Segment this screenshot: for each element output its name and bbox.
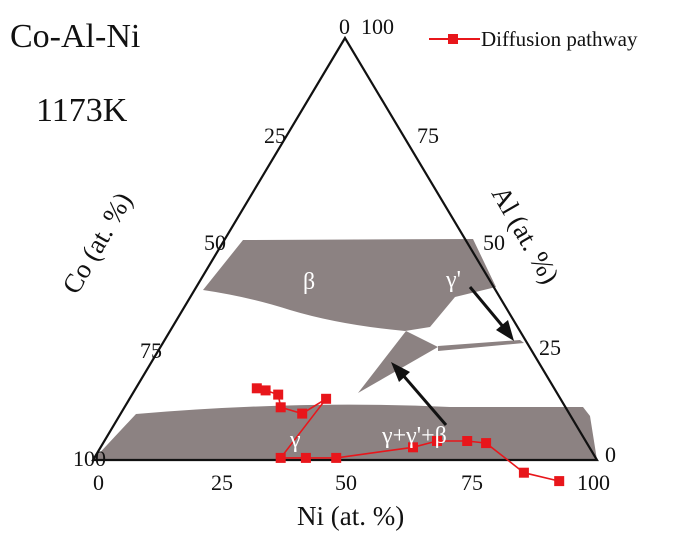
three-phase-arrowhead: [391, 362, 410, 382]
diffusion-pathway: [251, 383, 565, 487]
ni-tick-75: 75: [461, 470, 483, 495]
pathway-point-1: [260, 385, 271, 396]
co-tick-0: 0: [339, 14, 350, 39]
pathway-point-7: [300, 452, 311, 463]
beta-region-label: β: [303, 269, 316, 295]
al-tick-100: 100: [361, 14, 394, 39]
pathway-point-8: [331, 452, 342, 463]
system-title: Co-Al-Ni: [10, 18, 141, 55]
al-tick-0: 0: [605, 442, 616, 467]
ternary-triangle-frame: [91, 35, 599, 462]
co-tick-75: 75: [140, 338, 162, 363]
gamma-prime-region-label: γ': [446, 267, 461, 293]
ni-tick-25: 25: [211, 470, 233, 495]
temperature-label: 1173K: [36, 92, 128, 129]
pathway-point-0: [251, 383, 262, 394]
al-tick-25: 25: [539, 335, 561, 360]
gamma-prime-arrow-shaft: [468, 286, 507, 330]
pathway-point-6: [275, 452, 286, 463]
gamma-prime-arrowhead: [496, 320, 514, 341]
pathway-point-5: [321, 393, 332, 404]
co-tick-25: 25: [264, 123, 286, 148]
pathway-point-9: [408, 442, 418, 453]
three-phase-region-label: γ+γ'+β: [382, 423, 447, 449]
gamma-region-label: γ: [290, 427, 301, 453]
legend-label: Diffusion pathway: [481, 27, 638, 51]
co-tick-100: 100: [73, 446, 106, 471]
gamma-prime-phase-region: [438, 340, 524, 351]
pathway-point-2: [273, 389, 284, 400]
al-tick-75: 75: [417, 123, 439, 148]
pathway-point-11: [462, 436, 473, 446]
ni-tick-50: 50: [335, 470, 357, 495]
pathway-point-4: [297, 408, 308, 419]
pathway-point-14: [554, 476, 565, 487]
ni-axis-label: Ni (at. %): [297, 501, 405, 531]
pathway-point-13: [518, 467, 529, 478]
ni-tick-0: 0: [93, 470, 104, 495]
co-tick-50: 50: [204, 230, 226, 255]
al-tick-50: 50: [483, 230, 505, 255]
legend-marker: [448, 34, 458, 44]
beta-phase-region: [203, 239, 496, 331]
gamma-phase-region: [93, 404, 597, 460]
pathway-point-10: [432, 436, 442, 446]
pathway-point-12: [481, 438, 492, 449]
three-phase-arrow-shaft: [400, 373, 448, 426]
ni-tick-100: 100: [577, 470, 610, 495]
pathway-point-3: [275, 402, 286, 413]
three-phase-triangle: [358, 331, 438, 393]
